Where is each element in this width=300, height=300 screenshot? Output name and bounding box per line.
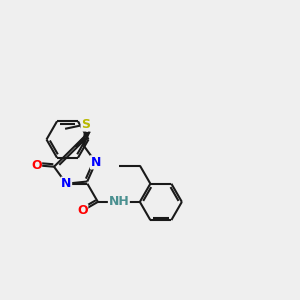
Text: S: S	[81, 118, 90, 131]
Text: N: N	[61, 177, 72, 190]
Text: N: N	[91, 156, 101, 169]
Text: O: O	[31, 159, 41, 172]
Text: NH: NH	[109, 195, 129, 208]
Text: O: O	[77, 204, 88, 217]
